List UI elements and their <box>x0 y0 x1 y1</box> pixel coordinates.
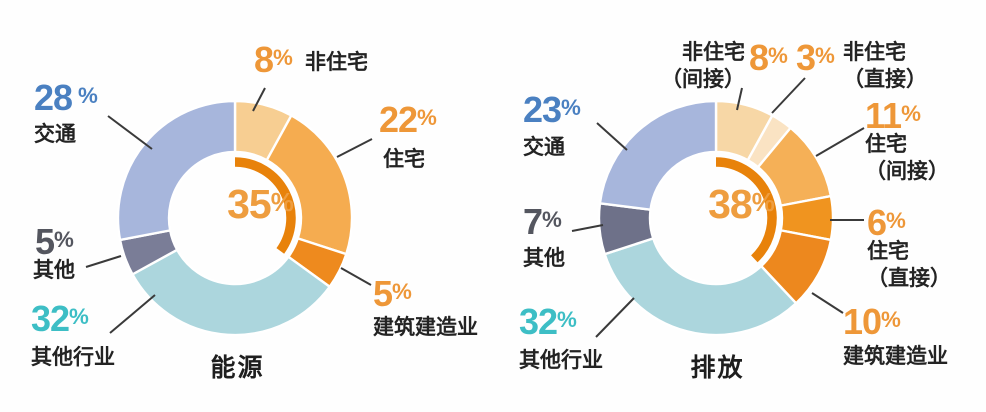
leader-line-building-construction <box>811 292 844 314</box>
leader-line-other-industries <box>109 294 156 334</box>
energy-chart-title: 能源 <box>210 354 265 382</box>
排放-highlight-arc <box>715 157 777 263</box>
name-label-building-construction: 建筑建造业 <box>373 316 478 339</box>
leader-line-other <box>571 224 604 232</box>
name-label-transport: 交通 <box>34 123 76 146</box>
name-label-non-residential-indirect: 非住宅 （间接） <box>661 41 745 91</box>
能源-slice-transport <box>116 99 237 242</box>
value-label-non-residential: 8% <box>254 39 293 80</box>
name-label-residential: 住宅 <box>383 148 425 171</box>
排放-slice-transport <box>598 99 718 211</box>
energy-center-number: 35 <box>227 181 272 227</box>
leader-line-transport <box>596 122 628 151</box>
name-label-other: 其他 <box>33 259 75 282</box>
leader-line-non-residential-indirect <box>736 87 743 111</box>
value-label-building-construction: 10% <box>843 301 901 342</box>
leader-line-residential-indirect <box>815 127 865 157</box>
name-label-other-industries: 其他行业 <box>519 349 603 372</box>
leader-line-other-industries <box>595 297 635 338</box>
name-label-transport: 交通 <box>523 136 565 159</box>
leader-line-other <box>85 255 122 268</box>
排放-slice-other-industries <box>603 237 798 337</box>
name-label-building-construction: 建筑建造业 <box>843 345 948 368</box>
value-label-non-residential-indirect: 8% <box>749 37 788 78</box>
value-label-other-industries: 32% <box>519 301 577 342</box>
leader-line-residential <box>336 138 373 158</box>
value-label-building-construction: 5% <box>373 273 412 314</box>
能源-highlight-arc <box>234 157 296 254</box>
name-label-other-industries: 其他行业 <box>31 346 115 369</box>
value-label-residential: 22% <box>379 99 437 140</box>
value-label-residential-indirect: 11% <box>865 95 921 136</box>
energy-center-percent-sign: % <box>270 186 294 217</box>
name-label-residential-direct: 住宅 （直接） <box>867 240 951 290</box>
能源-slice-other-industries <box>131 248 331 337</box>
emissions-chart-title: 排放 <box>690 354 745 382</box>
name-label-other: 其他 <box>523 247 565 270</box>
value-label-non-residential-direct: 3% <box>796 37 835 78</box>
value-label-other: 7% <box>523 201 562 242</box>
value-label-other: 5% <box>35 221 74 262</box>
leader-line-non-residential <box>252 87 266 112</box>
emissions-center-number: 38 <box>708 181 753 227</box>
value-label-residential-direct: 6% <box>867 202 906 243</box>
emissions-center-percent-sign: % <box>751 186 775 217</box>
emissions-center-value: 38% <box>694 181 789 228</box>
name-label-residential-indirect: 住宅 （间接） <box>865 133 949 183</box>
name-label-non-residential-direct: 非住宅 （直接） <box>843 41 927 91</box>
leader-line-transport <box>107 115 153 150</box>
value-label-transport: 28% <box>34 77 98 118</box>
value-label-other-industries: 32% <box>31 298 89 339</box>
name-label-non-residential: 非住宅 <box>305 51 368 74</box>
leader-line-building-construction <box>340 267 372 286</box>
leader-line-non-residential-direct <box>771 77 806 114</box>
energy-center-value: 35% <box>213 181 308 228</box>
value-label-transport: 23% <box>523 89 581 130</box>
